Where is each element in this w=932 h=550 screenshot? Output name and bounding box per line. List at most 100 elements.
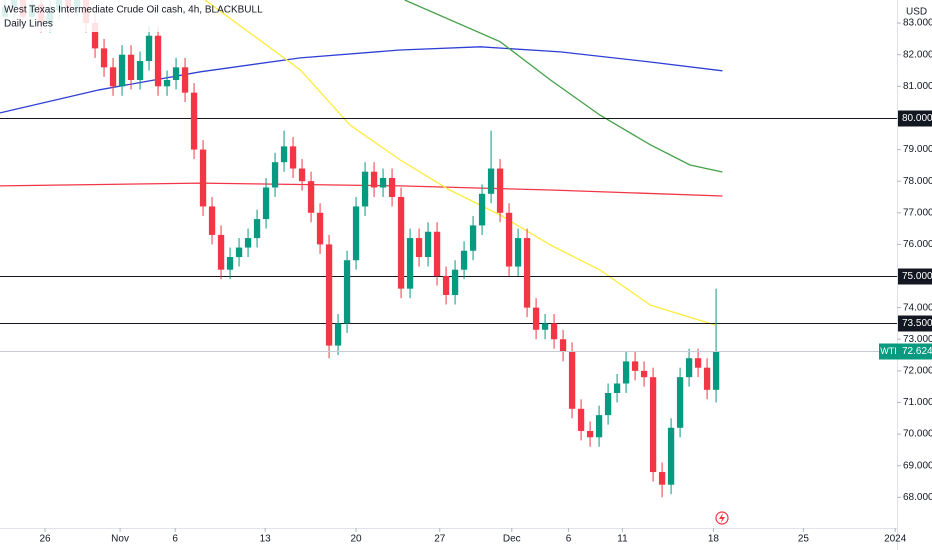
y-tick-label: 70.000 (903, 429, 932, 440)
candle-body (613, 383, 621, 393)
plot-area (0, 0, 897, 498)
candle-body (478, 193, 486, 226)
indicator-line (0, 46, 723, 114)
candle-body (550, 323, 558, 340)
candle-body (406, 238, 414, 289)
candle-body (541, 323, 549, 330)
candle-body (109, 67, 117, 87)
y-tick-label: 81.000 (903, 81, 932, 92)
last-price-name: WTI (880, 346, 897, 356)
level-label: 80.000 (902, 113, 932, 124)
candle-body (199, 149, 207, 207)
level-tag (898, 268, 932, 285)
candle-body (676, 377, 684, 428)
chart-subtitle: Daily Lines (4, 19, 53, 30)
candle-body (163, 79, 171, 87)
candle-body (514, 238, 522, 267)
last-price-label: 72.624 (902, 346, 932, 357)
event-icon[interactable] (715, 511, 729, 525)
candle-body (280, 146, 288, 163)
candle-body (370, 171, 378, 188)
candle-body (712, 351, 720, 390)
last-price-name-tag (879, 343, 898, 360)
candle-body (703, 367, 711, 390)
candle-body (604, 392, 612, 416)
candle-body (379, 178, 387, 188)
indicator-line (0, 182, 723, 197)
candle-body (361, 171, 369, 207)
x-tick-label: 25 (798, 534, 810, 545)
candle-body (208, 206, 216, 235)
candle-body (622, 361, 630, 384)
candle-body (667, 427, 675, 485)
candle-body (424, 231, 432, 258)
candle-body (532, 307, 540, 330)
last-price-tag (898, 343, 932, 360)
candle-body (100, 48, 108, 68)
candle-body (469, 225, 477, 251)
candle-body (586, 430, 594, 438)
candle-body (658, 472, 666, 485)
x-tick-label: 13 (260, 534, 272, 545)
candle-body (451, 269, 459, 295)
level-label: 73.500 (902, 318, 932, 329)
chart-title: West Texas Intermediate Crude Oil cash, … (4, 5, 263, 16)
axes: 68.000 69.000 70.000 71.000 72.000 73.000 74.0… (39, 18, 932, 545)
candle-body (460, 250, 468, 270)
candle-body (334, 323, 342, 346)
candle-body (307, 181, 315, 213)
y-tick-label: 82.000 (903, 49, 932, 60)
candle-body (136, 61, 144, 80)
x-tick-label: 6 (172, 534, 178, 545)
y-tick-label: 71.000 (903, 397, 932, 408)
x-tick-label: 20 (351, 534, 363, 545)
candle-body (316, 212, 324, 245)
candle-body (397, 196, 405, 289)
x-tick-label: Nov (111, 534, 129, 545)
currency: USD (906, 7, 927, 18)
candle-body (487, 168, 495, 194)
candle-body (271, 162, 279, 188)
candle-body (685, 358, 693, 378)
candle-body (595, 415, 603, 438)
y-tick-label: 68.000 (903, 492, 932, 503)
x-tick-label: Dec (503, 534, 521, 545)
indicator-line (204, 0, 716, 326)
y-tick-label: 77.000 (903, 207, 932, 218)
candle-body (244, 238, 252, 248)
candle-body (577, 408, 585, 431)
y-tick-label: 69.000 (903, 460, 932, 471)
x-tick-label: 26 (39, 534, 51, 545)
candle-body (289, 146, 297, 169)
y-tick-label: 78.000 (903, 176, 932, 187)
x-tick-label: 27 (434, 534, 446, 545)
candle-body (145, 35, 153, 62)
y-tick-label: 73.000 (903, 334, 932, 345)
candle-body (433, 231, 441, 277)
candle-body (496, 168, 504, 213)
candle-body (91, 23, 99, 49)
candle-body (523, 238, 531, 308)
candle-body (235, 247, 243, 258)
x-tick-label: 18 (708, 534, 720, 545)
candle-body (190, 92, 198, 150)
x-tick-label: 2024 (884, 534, 907, 545)
candle-body (442, 276, 450, 295)
candle-body (262, 187, 270, 220)
candle-body (154, 35, 162, 87)
candle-body (343, 260, 351, 324)
candle-body (181, 67, 189, 93)
candle-body (640, 370, 648, 378)
candle-body (253, 219, 261, 239)
candle-body (631, 361, 639, 371)
candle-body (649, 377, 657, 473)
candle-body (694, 358, 702, 368)
y-tick-label: 74.000 (903, 302, 932, 313)
legend-bg (0, 0, 192, 32)
x-tick-label: 11 (617, 534, 628, 545)
y-tick-label: 83.000 (903, 18, 932, 29)
candle-body (127, 54, 135, 80)
level-label: 75.000 (902, 271, 932, 282)
candle-body (217, 234, 225, 270)
